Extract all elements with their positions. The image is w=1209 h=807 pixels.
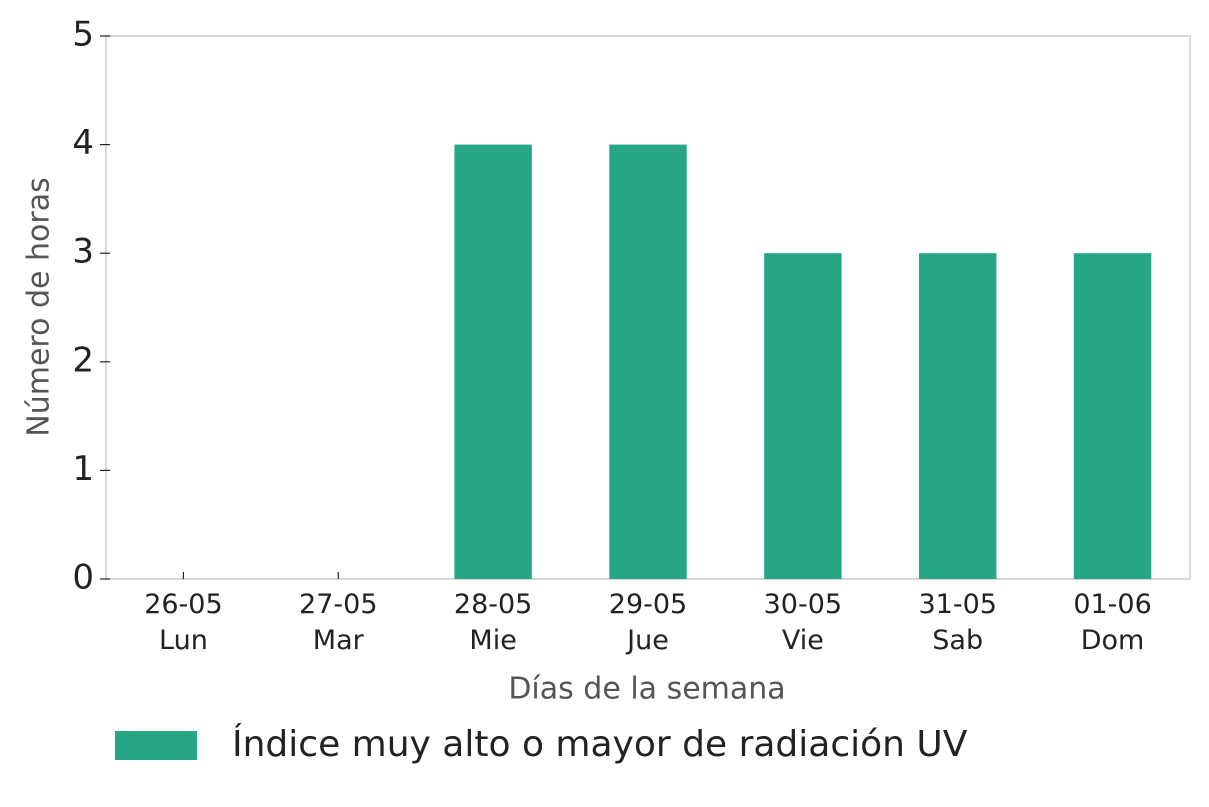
bar xyxy=(454,144,532,579)
bar xyxy=(919,253,997,579)
x-tick-label-line: 26-05 xyxy=(144,589,222,620)
x-tick-label: 27-05 Mar xyxy=(299,589,377,656)
y-axis-label: Número de horas xyxy=(22,177,57,436)
x-tick-label-line: 30-05 xyxy=(764,589,842,620)
y-tick-label: 3 xyxy=(72,232,94,272)
x-tick-label-line: Mar xyxy=(313,625,365,656)
x-tick-label-line: 29-05 xyxy=(609,589,687,620)
y-tick-label: 0 xyxy=(72,558,94,598)
x-tick-label: 31-05 Sab xyxy=(918,589,996,656)
x-tick-label-line: 01-06 xyxy=(1073,589,1151,620)
y-tick-label: 2 xyxy=(72,340,94,380)
y-tick-label: 5 xyxy=(72,15,94,55)
bar xyxy=(764,253,842,579)
x-tick-label: 26-05 Lun xyxy=(144,589,222,656)
x-tick-label-line: 27-05 xyxy=(299,589,377,620)
x-tick-label-line: 31-05 xyxy=(918,589,996,620)
x-axis-label: Días de la semana xyxy=(508,672,785,707)
y-tick-label: 4 xyxy=(72,123,94,163)
x-tick-label: 29-05 Jue xyxy=(609,589,687,656)
x-tick-label-line: Sab xyxy=(932,625,983,656)
y-tick-label: 1 xyxy=(72,449,94,489)
legend-label: Índice muy alto o mayor de radiación UV xyxy=(232,723,968,765)
x-tick-label-line: Dom xyxy=(1081,625,1145,656)
bar xyxy=(1073,253,1152,579)
x-tick-label-line: Vie xyxy=(782,625,824,656)
x-tick-label-line: Lun xyxy=(159,625,208,656)
x-tick-label-line: Mie xyxy=(469,625,516,656)
x-tick-label: 28-05 Mie xyxy=(454,589,532,656)
x-tick-label: 30-05 Vie xyxy=(764,589,842,656)
bar xyxy=(609,144,687,579)
x-tick-label: 01-06 Dom xyxy=(1073,589,1151,656)
legend-swatch xyxy=(115,731,197,760)
x-tick-label-line: 28-05 xyxy=(454,589,532,620)
x-tick-label-line: Jue xyxy=(625,625,669,656)
